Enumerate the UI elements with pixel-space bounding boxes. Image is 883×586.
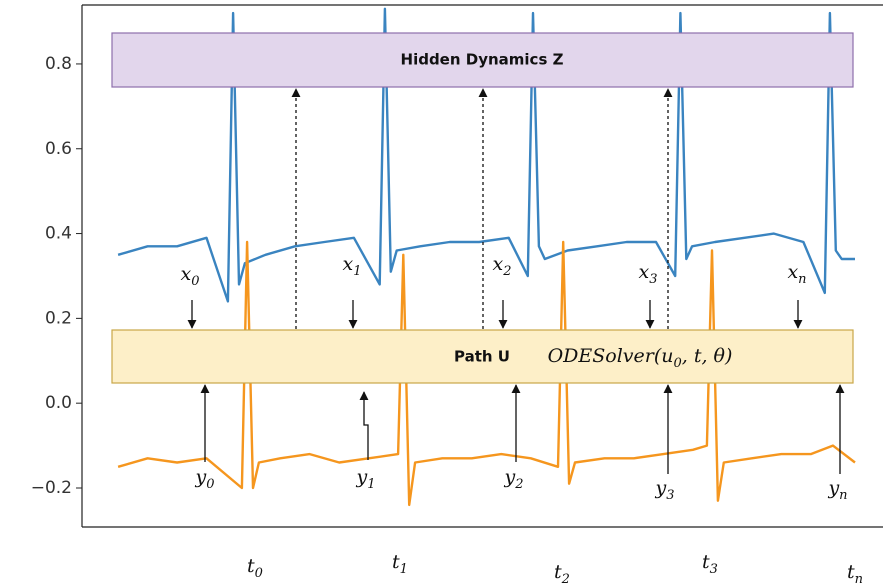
hidden-box — [111, 32, 854, 88]
output-label-symbol: y — [654, 477, 666, 499]
y-tick-label: 0.4 — [45, 224, 72, 244]
y-tick-label: 0.8 — [45, 54, 72, 74]
output-label: y2 — [503, 466, 523, 492]
path-box-label: Path U — [454, 348, 510, 366]
input-label-symbol: x — [787, 261, 798, 283]
input-label: x3 — [639, 261, 658, 287]
output-label-subscript: 1 — [367, 477, 375, 492]
time-label-subscript: 2 — [561, 572, 570, 586]
solver-subscript: 0 — [673, 356, 681, 371]
input-label-subscript: n — [798, 272, 806, 287]
series-line — [117, 240, 856, 507]
input-label-subscript: 1 — [353, 264, 361, 279]
time-label-symbol: t — [392, 551, 400, 573]
time-label: t1 — [392, 551, 408, 577]
output-label-subscript: 0 — [206, 477, 214, 492]
time-label-subscript: 0 — [255, 566, 263, 581]
y-tick-label: 0.0 — [45, 393, 72, 413]
y-tick-label: 0.2 — [45, 308, 72, 328]
solver-text: , t, θ) — [682, 345, 733, 367]
output-label-symbol: y — [355, 466, 367, 488]
output-label-symbol: y — [503, 466, 515, 488]
output-label: y3 — [654, 477, 674, 503]
path-box — [111, 329, 854, 384]
y-tick-label: 0.6 — [45, 139, 72, 159]
time-label-subscript: 1 — [400, 562, 408, 577]
input-label-symbol: x — [181, 263, 192, 285]
input-label-subscript: 2 — [502, 264, 511, 279]
output-label-subscript: 3 — [666, 488, 674, 503]
hidden-box-label: Hidden Dynamics Z — [401, 51, 564, 69]
input-label: x0 — [181, 263, 200, 289]
solver-text: ODESolver(u — [548, 345, 674, 367]
input-label-subscript: 3 — [649, 272, 657, 287]
output-label: yn — [827, 477, 847, 503]
output-label: y1 — [355, 466, 375, 492]
arrows — [187, 88, 845, 474]
time-label: tn — [847, 561, 863, 586]
time-label: t0 — [247, 555, 263, 581]
y-tick-label: −0.2 — [31, 478, 72, 498]
time-label-symbol: t — [554, 561, 562, 583]
time-label-symbol: t — [847, 561, 855, 583]
time-label-subscript: 3 — [710, 562, 718, 577]
solver-label: ODESolver(u0, t, θ) — [548, 345, 733, 371]
arrow — [359, 391, 369, 460]
input-label-subscript: 0 — [191, 274, 199, 289]
time-label: t3 — [702, 551, 718, 577]
input-label-symbol: x — [639, 261, 650, 283]
time-label-symbol: t — [702, 551, 710, 573]
output-label-subscript: n — [839, 488, 847, 503]
output-label-symbol: y — [194, 466, 206, 488]
output-label-subscript: 2 — [514, 477, 523, 492]
series-line — [117, 7, 855, 303]
output-label: y0 — [194, 466, 214, 492]
plot-area: 0.8 0.6 0.4 0.2 0.0 −0.2 — [31, 7, 856, 507]
input-label-symbol: x — [343, 253, 354, 275]
input-label: x2 — [493, 253, 512, 279]
input-label: xn — [787, 261, 806, 287]
input-label: x1 — [343, 253, 362, 279]
time-label-symbol: t — [247, 555, 255, 577]
time-label: t2 — [554, 561, 570, 586]
output-label-symbol: y — [827, 477, 839, 499]
time-label-subscript: n — [855, 572, 863, 586]
input-label-symbol: x — [493, 253, 504, 275]
